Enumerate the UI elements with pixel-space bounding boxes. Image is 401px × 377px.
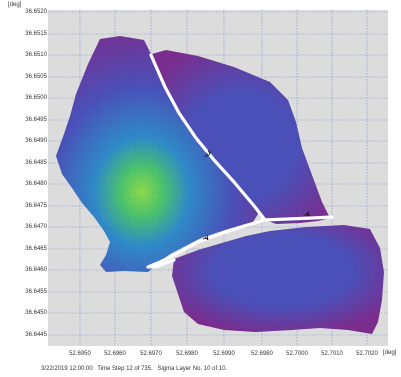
y-tick-label: 36.6500 (25, 95, 47, 101)
y-tick-label: 36.6465 (25, 246, 47, 252)
mesh-overlay (152, 50, 330, 224)
x-tick-label: 52.7020 (356, 351, 378, 357)
lake-field (56, 36, 384, 334)
arrow-cluster (202, 234, 209, 241)
x-tick-label: 52.6950 (69, 351, 91, 357)
y-tick-label: 36.6510 (25, 52, 47, 58)
y-tick-label: 36.6445 (25, 332, 47, 338)
channel-boundaries (146, 53, 334, 269)
y-tick-label: 36.6485 (25, 160, 47, 166)
y-tick-label: 36.6460 (25, 267, 47, 273)
y-tick-label: 36.6475 (25, 203, 47, 209)
y-tick-label: 36.6450 (25, 310, 47, 316)
x-tick-label: 52.6960 (104, 351, 126, 357)
status-time-step: Time Step 12 of 735. (97, 366, 153, 372)
diagonal-channel (149, 53, 267, 222)
x-tick-label: 52.6980 (176, 351, 198, 357)
status-sigma-layer: Sigma Layer No. 10 of 10. (157, 366, 228, 372)
mesh-overlay (56, 36, 260, 272)
y-tick-label: 36.6490 (25, 138, 47, 144)
y-axis-unit: [deg] (8, 2, 22, 8)
status-datetime: 3/22/2019 12:00:00 (41, 366, 93, 372)
y-tick-label: 36.6480 (25, 181, 47, 187)
x-tick-label: 52.6990 (213, 351, 235, 357)
y-tick-label: 36.6515 (25, 31, 47, 37)
x-tick-label: 52.7000 (286, 351, 308, 357)
east-channel (260, 215, 334, 222)
arrow-cluster (304, 210, 311, 217)
x-tick-label: 52.6970 (140, 351, 162, 357)
arrow-cluster (204, 149, 212, 157)
y-tick-label: 36.6520 (25, 9, 47, 15)
y-tick-label: 36.6505 (25, 74, 47, 80)
y-tick-label: 36.6455 (25, 289, 47, 295)
y-tick-label: 36.6495 (25, 117, 47, 123)
map-plot-area[interactable] (48, 10, 388, 346)
velocity-arrows (202, 149, 311, 241)
west-channel (146, 219, 264, 269)
x-tick-label: 52.6980 (251, 351, 273, 357)
x-axis-unit: [deg] (383, 350, 397, 356)
y-tick-label: 36.6470 (25, 224, 47, 230)
status-bar: 3/22/2019 12:00:00 Time Step 12 of 735. … (41, 366, 230, 372)
x-tick-label: 52.7010 (321, 351, 343, 357)
mesh-overlay (172, 225, 384, 334)
